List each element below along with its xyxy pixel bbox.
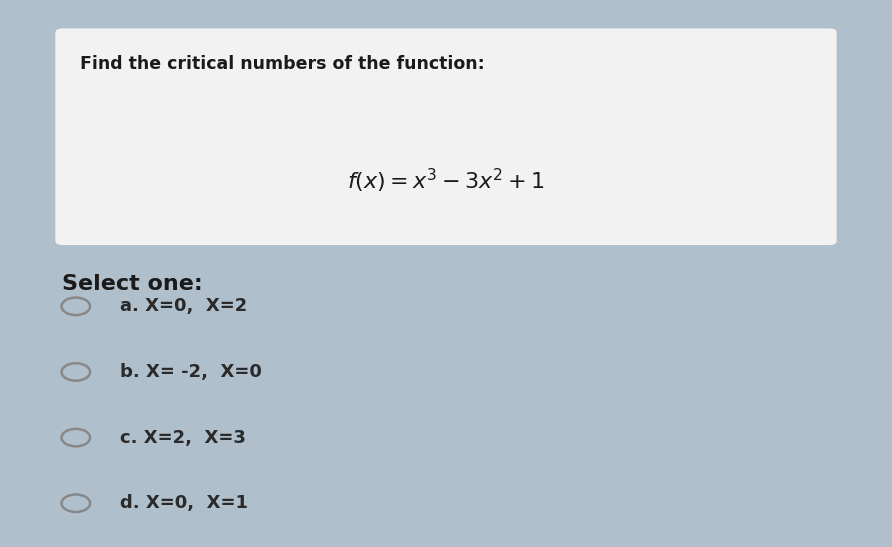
Text: c. X=2,  X=3: c. X=2, X=3: [120, 429, 246, 446]
Text: a. X=0,  X=2: a. X=0, X=2: [120, 298, 248, 315]
Text: b. X= -2,  X=0: b. X= -2, X=0: [120, 363, 262, 381]
FancyBboxPatch shape: [55, 28, 837, 245]
Text: $f(x) = x^3 - 3x^2 + 1$: $f(x) = x^3 - 3x^2 + 1$: [347, 166, 545, 195]
Text: Find the critical numbers of the function:: Find the critical numbers of the functio…: [80, 55, 485, 73]
Text: Select one:: Select one:: [62, 274, 203, 294]
Text: d. X=0,  X=1: d. X=0, X=1: [120, 494, 248, 512]
